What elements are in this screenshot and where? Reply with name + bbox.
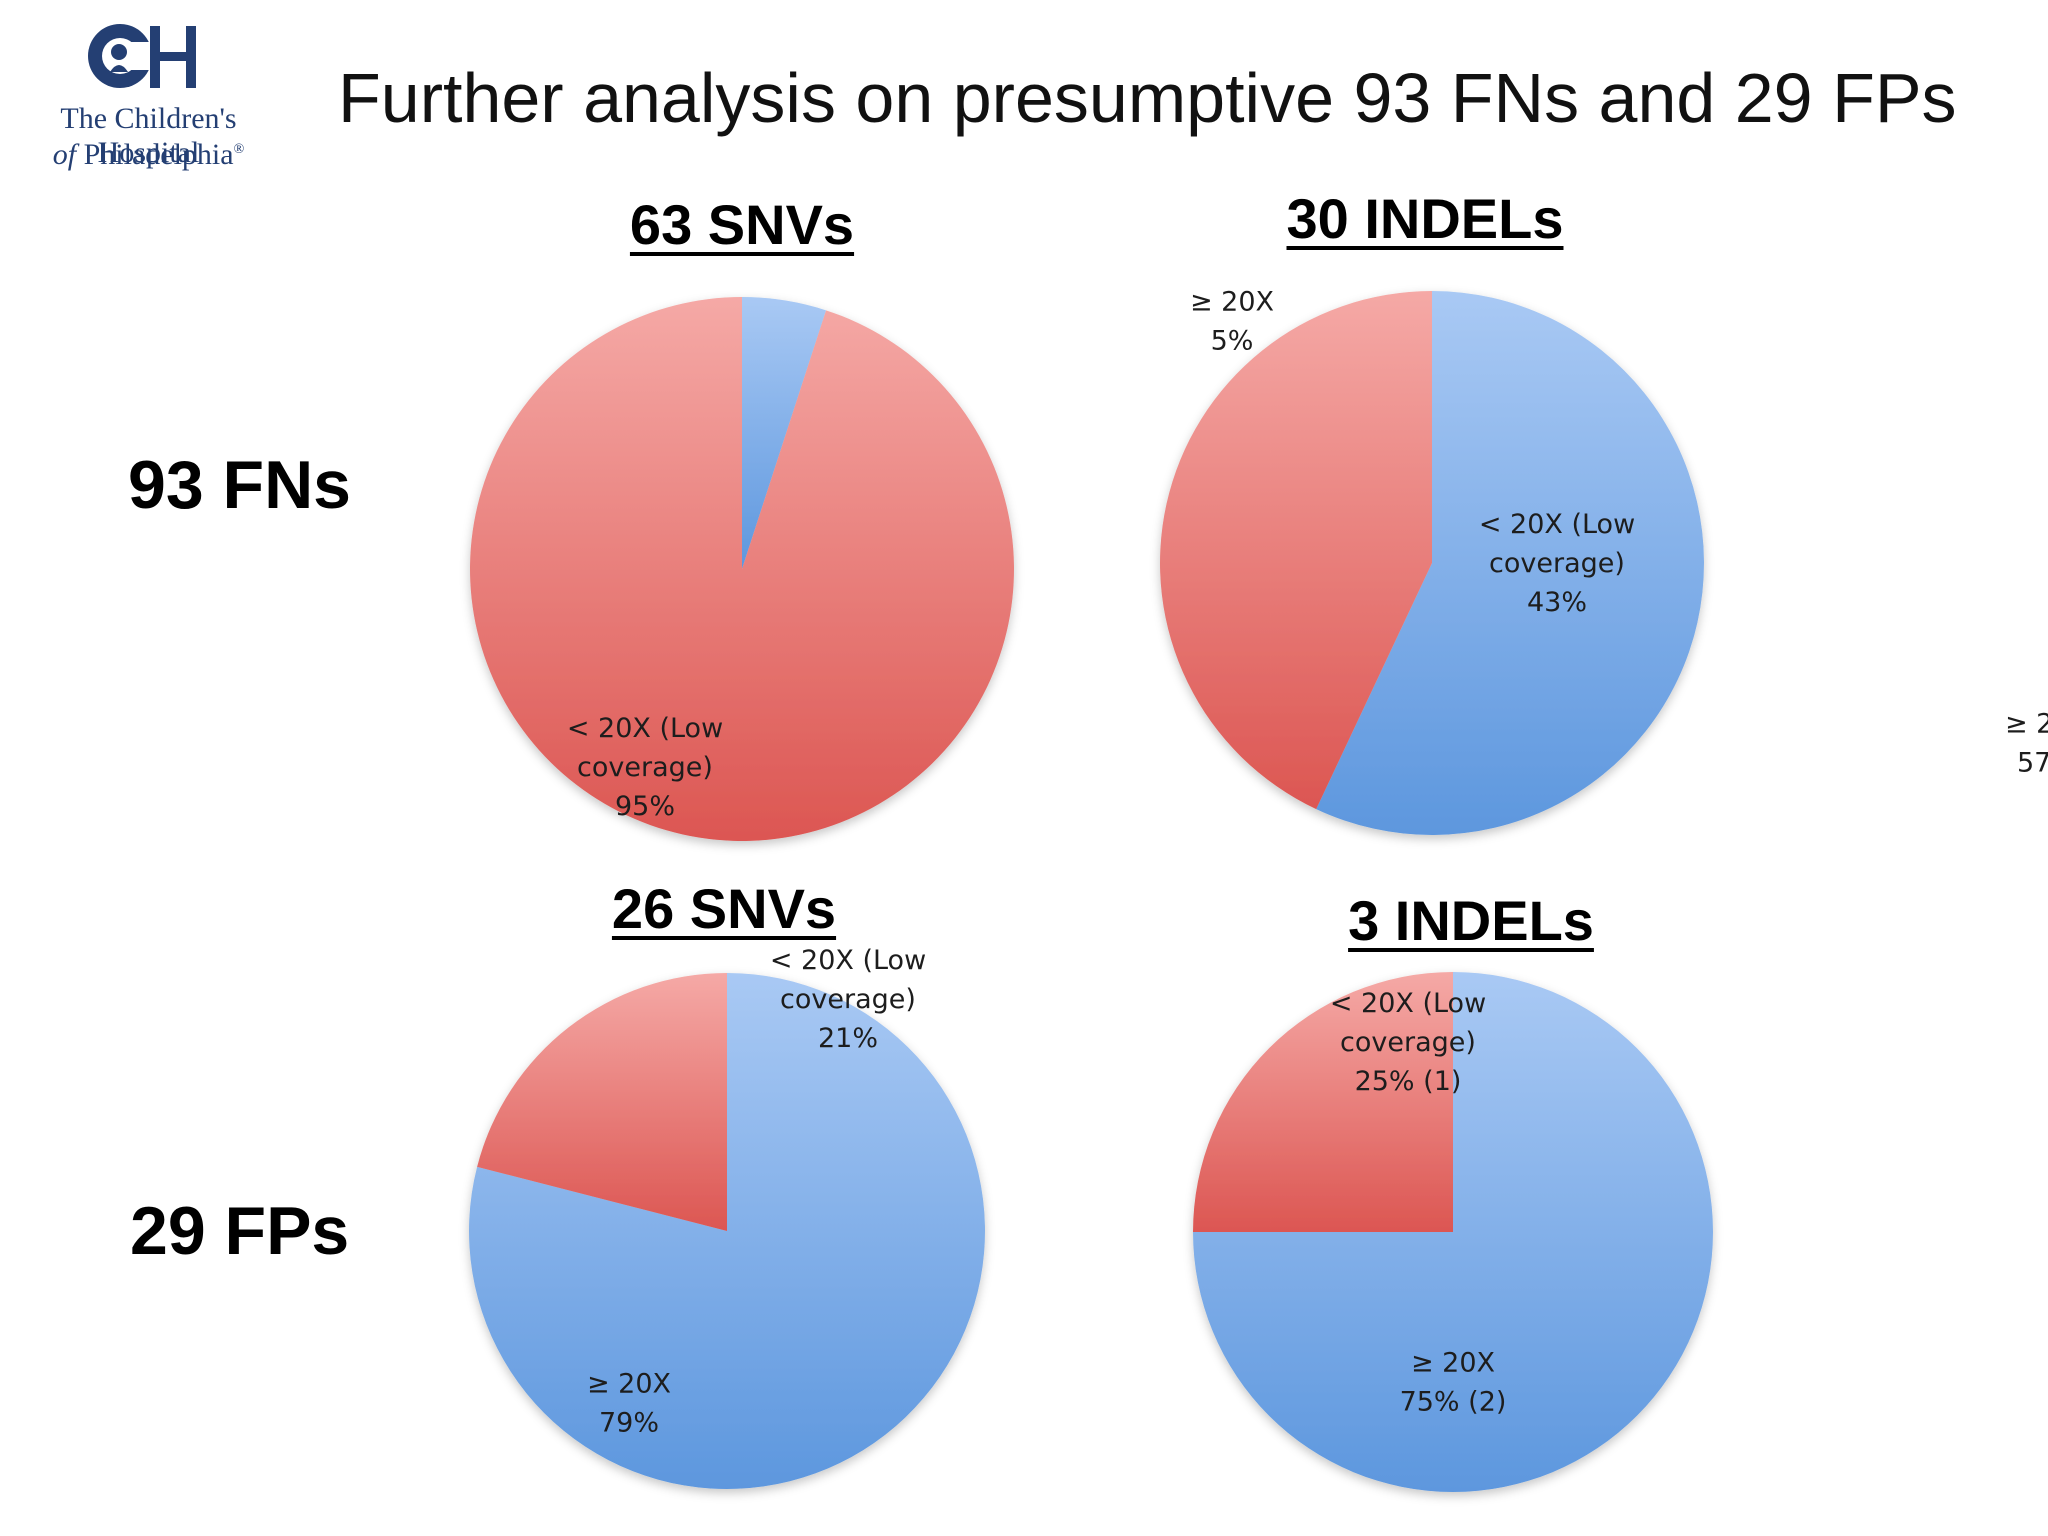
- pie-slice-label: ≥ 20X 5%: [1190, 287, 1274, 357]
- pie-slice-low-coverage: [1160, 291, 1432, 810]
- pie-slice-label-line: 95%: [615, 791, 675, 822]
- hospital-logo: The Children's Hospital of Philadelphia®: [6, 14, 291, 174]
- pie-slice-label-line: 79%: [599, 1408, 659, 1439]
- pie-slice-low-coverage: [477, 973, 727, 1231]
- pie-slice-label-line: < 20X (Low: [1330, 988, 1486, 1019]
- pie-slice-label-line: ≥ 20X: [587, 1369, 671, 1400]
- pie-slice-label-line: ≥ 20X: [1411, 1348, 1495, 1379]
- pie-slice-label-line: 25% (1): [1355, 1066, 1462, 1097]
- pie-slice-label-line: coverage): [1340, 1027, 1476, 1058]
- logo-name-line1: The Children's Hospital: [60, 102, 237, 169]
- pie-slice-label-line: 5%: [1211, 326, 1254, 357]
- pie-slice-label: < 20X (Low coverage) 21%: [770, 945, 926, 1054]
- pie-slice-label-line: < 20X (Low: [1479, 509, 1635, 540]
- pie-chart-fp-indels: ≥ 20X 75% (2) < 20X (Low coverage) 25% (1): [1193, 972, 1713, 1492]
- pie-title-fn-snvs: 63 SNVs: [629, 193, 855, 256]
- pie-slice-label-line: ≥ 20X: [1190, 287, 1274, 318]
- pie-slice-label: < 20X (Low coverage) 43%: [1479, 509, 1635, 618]
- pie-slice-label: < 20X (Low coverage) 95%: [567, 713, 723, 822]
- pie-slice-label-line: 43%: [1527, 587, 1587, 618]
- logo-of: of: [52, 138, 77, 171]
- pie-slice-label-line: < 20X (Low: [770, 945, 926, 976]
- pie-slice-label-line: 21%: [818, 1023, 878, 1054]
- pie-slice-label-line: < 20X (Low: [567, 713, 723, 744]
- pie-slice-label-line: coverage): [577, 752, 713, 783]
- pie-slice-label-line: coverage): [780, 984, 916, 1015]
- slide-title: Further analysis on presumptive 93 FNs a…: [338, 59, 1957, 137]
- row-label-fns: 93 FNs: [128, 447, 351, 523]
- pie-slice-label: ≥ 20X 75% (2): [1400, 1348, 1507, 1418]
- pie-title-fn-indels: 30 INDELs: [1286, 187, 1564, 250]
- pie-slice-label-line: 57%: [2017, 748, 2048, 779]
- logo-registered-mark: ®: [233, 142, 245, 157]
- chop-monogram-icon: [88, 24, 196, 88]
- pie-slice-label: ≥ 20X 57%: [2005, 709, 2048, 779]
- pie-chart-fn-snvs: ≥ 20X 5% < 20X (Low coverage) 95%: [470, 287, 1274, 842]
- row-label-fps: 29 FPs: [130, 1193, 350, 1269]
- pie-slice-label-line: ≥ 20X: [2005, 709, 2048, 740]
- pie-slice-high-coverage: [469, 973, 986, 1489]
- pie-slice-label: ≥ 20X 79%: [587, 1369, 671, 1439]
- pie-slice-label-line: 75% (2): [1400, 1387, 1507, 1418]
- pie-slice-low-coverage: [1193, 972, 1453, 1232]
- pie-slice-high-coverage: [1316, 291, 1704, 836]
- pie-title-fp-indels: 3 INDELs: [1348, 889, 1594, 952]
- pie-slice-label: < 20X (Low coverage) 25% (1): [1330, 988, 1486, 1097]
- pie-slice-high-coverage: [742, 297, 827, 569]
- pie-title-fp-snvs: 26 SNVs: [611, 877, 837, 940]
- pie-slice-low-coverage: [470, 297, 1015, 842]
- pie-chart-fn-indels: ≥ 20X 57% < 20X (Low coverage) 43%: [1160, 291, 2048, 836]
- logo-name-line2: of Philadelphia®: [6, 138, 291, 172]
- pie-slice-label-line: coverage): [1489, 548, 1625, 579]
- pie-chart-fp-snvs: ≥ 20X 79% < 20X (Low coverage) 21%: [469, 945, 986, 1489]
- logo-city: Philadelphia: [83, 138, 234, 171]
